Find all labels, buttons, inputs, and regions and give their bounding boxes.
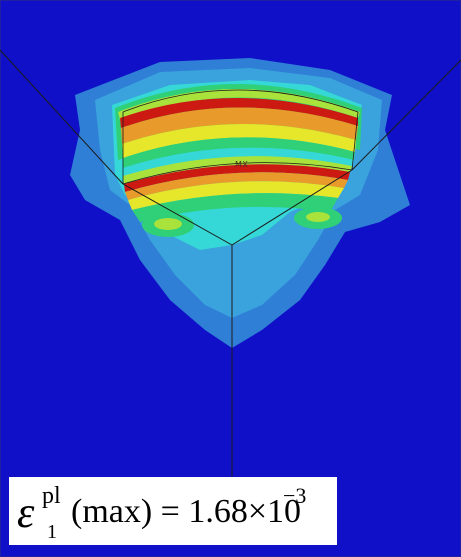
edge-line-inner-left xyxy=(122,183,233,246)
contour-inner-arc-red xyxy=(124,164,350,192)
strain-subscript: 1 xyxy=(47,521,57,543)
contour-arc-yellow-green xyxy=(118,89,360,120)
edge-arc-inner xyxy=(122,162,353,185)
max-strain-exponent: −3 xyxy=(283,483,307,508)
max-marker-label: MX xyxy=(235,160,249,169)
contour-lobe-left-inner xyxy=(154,218,182,230)
max-strain-expression: (max) = 1.68×10 xyxy=(71,493,302,530)
strain-superscript: pl xyxy=(42,483,61,509)
strain-symbol: ε xyxy=(17,488,35,537)
max-strain-caption: ε pl 1 (max) = 1.68×10 −3 xyxy=(9,477,337,545)
contour-arc-red-top xyxy=(120,98,358,128)
contour-inner-arc-green xyxy=(132,193,338,222)
contour-arc-green-mid xyxy=(123,137,355,168)
contour-arc-cyan-mid xyxy=(123,147,354,176)
edge-line-left xyxy=(0,49,124,185)
edge-line-outer-right xyxy=(351,111,359,171)
contour-lobe-right-inner xyxy=(306,212,330,222)
edge-arc-outer xyxy=(122,89,359,113)
contour-arc-orange xyxy=(121,107,358,144)
edge-line-inner-right xyxy=(231,169,353,246)
edge-line-right xyxy=(351,59,461,171)
contour-inner-arc-orange xyxy=(125,172,348,200)
contour-inner-arc-yellow xyxy=(128,181,344,210)
contour-arc-yellow xyxy=(122,123,356,158)
